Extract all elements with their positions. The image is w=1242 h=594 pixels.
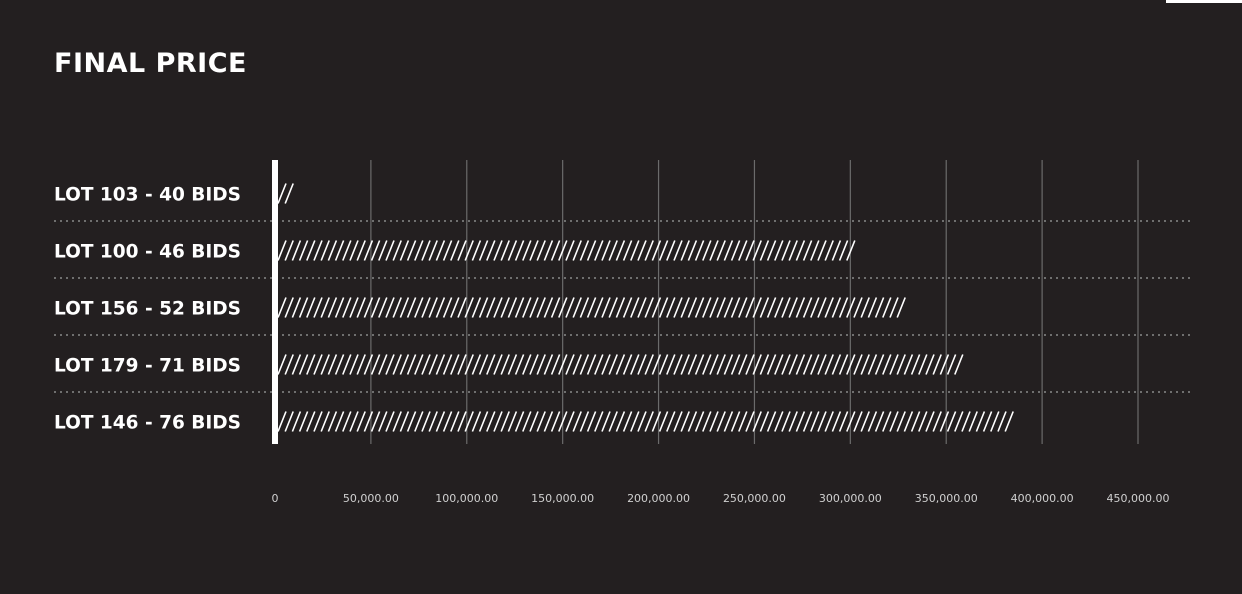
x-tick-label: 150,000.00 [531,492,594,505]
x-tick-label: 300,000.00 [819,492,882,505]
bar [277,411,1014,432]
chart-title: FINAL PRICE [54,48,247,79]
x-tick-label: 350,000.00 [915,492,978,505]
x-tick-label: 250,000.00 [723,492,786,505]
category-labels: LOT 103 - 40 BIDS LOT 100 - 46 BIDS LOT 15… [54,185,241,434]
x-tick-label: 0 [272,492,279,505]
x-tick-label: 200,000.00 [627,492,690,505]
category-label: LOT 179 - 71 BIDS [54,356,241,377]
bar [277,297,906,318]
x-tick-label: 400,000.00 [1011,492,1074,505]
bar [277,240,856,261]
x-tick-label: 450,000.00 [1107,492,1170,505]
bar [277,354,964,375]
gridlines [370,160,1139,444]
row-separators [54,220,1192,393]
category-label: LOT 103 - 40 BIDS [54,185,241,206]
category-label: LOT 156 - 52 BIDS [54,299,241,320]
x-tick-labels: 0 50,000.00 100,000.00 150,000.00 200,000.00… [272,492,1170,505]
corner-decoration [1166,0,1242,3]
x-tick-label: 100,000.00 [435,492,498,505]
bars [277,183,1014,432]
y-axis-line [272,160,278,444]
x-tick-label: 50,000.00 [343,492,399,505]
category-label: LOT 100 - 46 BIDS [54,242,241,263]
bar [277,183,294,204]
category-label: LOT 146 - 76 BIDS [54,413,241,434]
